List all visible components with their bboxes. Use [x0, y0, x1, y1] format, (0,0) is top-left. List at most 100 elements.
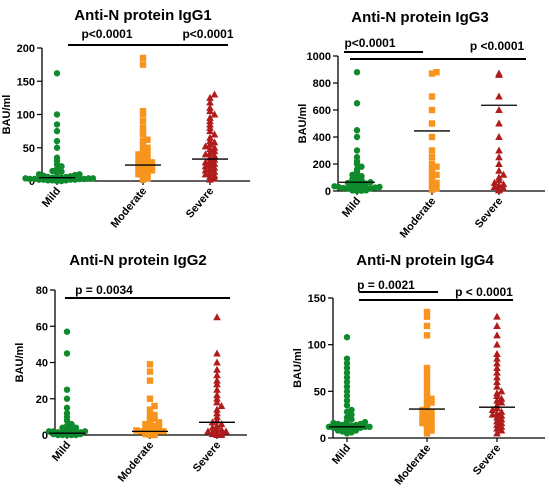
data-point — [139, 131, 147, 138]
data-point — [490, 178, 499, 186]
chart-title: Anti-N protein IgG3 — [351, 9, 489, 26]
data-point — [139, 107, 147, 115]
data-point — [144, 172, 151, 179]
x-tick-label: Severe — [473, 195, 505, 230]
data-point — [206, 133, 214, 141]
data-point — [213, 421, 221, 429]
y-tick-label: 0 — [29, 176, 35, 188]
y-axis-label: BAU/ml — [292, 348, 304, 388]
data-point — [366, 423, 373, 430]
data-point — [206, 103, 214, 111]
data-point — [423, 388, 431, 395]
data-point — [89, 175, 97, 182]
data-point — [423, 410, 431, 417]
data-point — [217, 429, 226, 437]
y-tick-label: 80 — [36, 285, 48, 297]
data-point — [493, 409, 501, 417]
data-point — [331, 183, 338, 190]
data-point — [144, 152, 151, 159]
data-point — [53, 121, 61, 128]
data-point — [497, 426, 506, 434]
x-tick-label: Mild — [330, 442, 353, 467]
data-point — [204, 427, 212, 435]
significance-label: p<0.0001 — [182, 27, 233, 41]
data-point — [22, 175, 29, 182]
data-point — [428, 399, 435, 406]
data-point — [495, 119, 503, 127]
data-point — [146, 426, 154, 433]
data-point — [76, 171, 83, 178]
data-point — [493, 354, 501, 362]
data-point — [428, 120, 436, 127]
data-point — [428, 147, 436, 154]
data-point — [419, 411, 426, 418]
data-point — [139, 54, 147, 62]
data-point — [135, 160, 142, 167]
data-point — [493, 396, 501, 404]
data-point — [139, 169, 147, 177]
data-point — [343, 355, 351, 362]
data-point — [423, 322, 431, 330]
chart-panel-igg4: Anti-N protein IgG4 0 50 100 150 BAU/ml Mild M… — [292, 252, 545, 487]
data-point — [206, 93, 214, 101]
data-point — [155, 424, 163, 431]
y-tick-label: 60 — [36, 321, 48, 333]
data-point — [488, 406, 497, 413]
data-point — [433, 163, 440, 170]
data-point — [210, 159, 219, 167]
data-point — [213, 409, 221, 417]
data-point — [213, 376, 221, 384]
data-point — [63, 350, 71, 357]
chart-title: Anti-N protein IgG1 — [74, 7, 212, 24]
chart-panel-igg3: Anti-N protein IgG3 0 200 400 600 800 1000 BAU… — [297, 9, 545, 240]
chart-panel-igg1: Anti-N protein IgG1 0 50 100 150 200 BAU/ml Mi… — [1, 7, 250, 230]
data-point — [493, 389, 501, 397]
x-tick-label: Moderate — [116, 439, 157, 484]
data-point — [146, 377, 154, 384]
data-point — [85, 175, 92, 182]
data-point — [217, 420, 226, 428]
data-point — [428, 70, 436, 77]
data-point — [497, 387, 506, 395]
data-point — [63, 404, 71, 412]
data-point — [210, 110, 219, 118]
data-point — [139, 127, 147, 135]
data-point — [146, 422, 154, 430]
data-point — [144, 157, 151, 165]
x-tick-label: Severe — [184, 185, 216, 220]
data-point — [155, 419, 163, 426]
data-point — [213, 358, 221, 366]
data-point — [423, 369, 431, 376]
data-point — [423, 425, 431, 432]
data-point — [144, 168, 151, 175]
data-point — [217, 402, 226, 409]
data-point — [343, 360, 351, 367]
data-point — [139, 124, 147, 131]
data-point — [142, 420, 149, 428]
data-point — [63, 386, 71, 393]
data-point — [343, 369, 351, 376]
data-point — [353, 147, 361, 154]
data-point — [210, 130, 219, 138]
data-point — [428, 186, 436, 193]
data-point — [53, 137, 61, 145]
data-point — [343, 402, 351, 409]
data-point — [344, 179, 352, 187]
data-point — [210, 143, 219, 151]
data-point — [353, 69, 361, 76]
chart-panel-igg2: Anti-N protein IgG2 0 20 40 60 80 BAU/ml Mild M… — [14, 252, 247, 484]
data-point — [135, 167, 142, 175]
data-point — [151, 422, 158, 430]
data-point — [433, 185, 440, 192]
y-tick-label: 400 — [313, 132, 331, 144]
data-point — [213, 412, 221, 420]
data-point — [146, 395, 154, 402]
data-point — [148, 163, 156, 170]
data-point — [423, 414, 431, 421]
data-point — [433, 179, 440, 187]
data-point — [222, 427, 230, 435]
data-point — [213, 391, 221, 399]
data-point — [493, 350, 501, 357]
data-point — [376, 183, 383, 191]
data-point — [423, 430, 431, 437]
